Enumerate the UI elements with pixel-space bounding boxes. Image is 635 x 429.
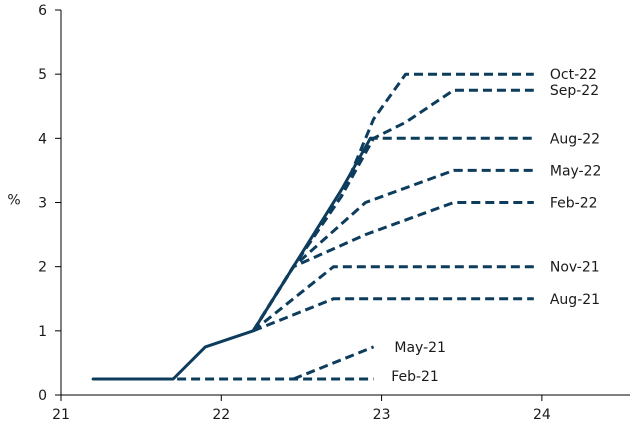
series-label-oct-22: Oct-22: [550, 67, 597, 83]
series-label-sep-22: Sep-22: [550, 83, 599, 99]
series-line-aug-21: [253, 299, 534, 331]
y-tick-label: 3: [38, 196, 47, 212]
y-tick-label: 1: [38, 324, 47, 340]
series-label-may-22: May-22: [550, 163, 602, 179]
series-label-aug-22: Aug-22: [550, 131, 600, 147]
y-axis-label: %: [7, 193, 20, 209]
x-tick-label: 23: [373, 407, 391, 423]
x-tick-label: 22: [212, 407, 230, 423]
series-line-aug-22: [253, 138, 534, 330]
y-tick-label: 6: [38, 3, 47, 19]
series-label-nov-21: Nov-21: [550, 260, 600, 276]
x-tick-label: 21: [52, 407, 70, 423]
y-tick-label: 0: [38, 388, 47, 404]
series-label-aug-21: Aug-21: [550, 292, 600, 308]
series-label-feb-21: Feb-21: [391, 369, 439, 385]
series-label-may-21: May-21: [394, 340, 446, 356]
x-tick-label: 24: [533, 407, 551, 423]
series-label-feb-22: Feb-22: [550, 196, 598, 212]
series-line-may-22: [253, 170, 534, 330]
y-tick-label: 4: [38, 131, 47, 147]
y-tick-label: 2: [38, 260, 47, 276]
y-tick-label: 5: [38, 67, 47, 83]
series-line-may-21: [293, 347, 373, 379]
series-line-sep-22: [253, 90, 534, 331]
series-layer: [93, 74, 534, 379]
realized-line: [93, 138, 370, 379]
